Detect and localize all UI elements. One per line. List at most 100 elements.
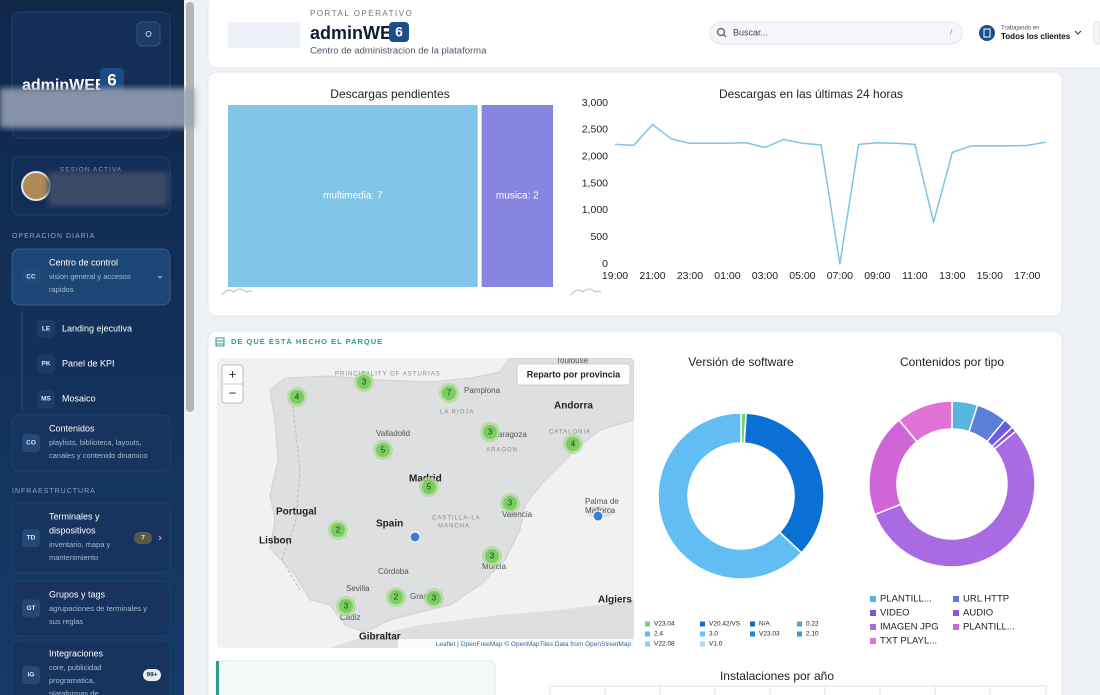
map-cluster[interactable]: 3: [482, 546, 502, 566]
donut-segment[interactable]: [873, 430, 1036, 568]
map-label: Portugal: [276, 507, 317, 518]
donut-segment[interactable]: [743, 412, 825, 554]
legend-label[interactable]: N/A: [759, 621, 771, 628]
attribution[interactable]: Leaflet | OpenFreeMap © OpenMapTiles Dat…: [436, 640, 632, 648]
x-tick-label: 13:00: [939, 270, 965, 282]
treemap-cell: [228, 105, 478, 287]
map-cluster[interactable]: 2: [386, 587, 406, 607]
legend-label[interactable]: 0.22: [806, 621, 819, 628]
nav-badge-bg: [134, 532, 152, 544]
workspace-selector[interactable]: Trabajando en Todos los clientes: [979, 25, 1082, 41]
nav-item[interactable]: TD Terminales y dispositivos inventario, ma…: [11, 502, 171, 574]
donut-segment[interactable]: [657, 412, 803, 580]
legend-label[interactable]: V23.04: [654, 621, 675, 628]
map[interactable]: Toulouse PRINCIPALITY OF ASTURIAS Pamplona…: [217, 356, 634, 660]
sparkline-icon: [570, 288, 602, 296]
search[interactable]: [709, 21, 963, 45]
legend-label[interactable]: V23.03: [759, 631, 780, 638]
nav-item[interactable]: IG Integraciones core, publicidad programat…: [11, 639, 171, 695]
map-label: Córdoba: [378, 567, 409, 576]
redacted-name: [48, 172, 168, 206]
search-icon: [723, 34, 727, 38]
map-cluster[interactable]: 2: [328, 520, 348, 540]
map-button[interactable]: [516, 363, 631, 386]
subnav-item[interactable]: PK Panel de KPI: [37, 355, 115, 373]
subnav-code-bg: [37, 320, 55, 338]
search-icon: [716, 27, 726, 37]
legend-label[interactable]: V22.08: [654, 641, 675, 648]
charts: Descargas pendientes multimedia: 7 musica:…: [228, 87, 1047, 683]
donut-segment[interactable]: [898, 400, 953, 443]
legend-label[interactable]: PLANTILL...: [880, 594, 932, 605]
nav-badge: 7: [141, 535, 145, 542]
map-cluster[interactable]: 3: [354, 372, 374, 392]
subnav-code: MS: [41, 396, 51, 403]
legend-label[interactable]: IMAGEN JPG: [880, 622, 939, 633]
legend-label[interactable]: V1.0: [709, 641, 723, 648]
legend-label[interactable]: 3.0: [709, 631, 718, 638]
nav-desc: mantenimiento: [49, 553, 98, 562]
nav-desc: canales y contenido dinamico: [49, 451, 147, 460]
scrollbar-thumb[interactable]: [186, 2, 194, 412]
chevron: [157, 275, 163, 279]
map-marker[interactable]: [409, 531, 421, 543]
legend-label[interactable]: 2.10: [806, 631, 819, 638]
chart-title: Contenidos por tipo: [900, 355, 1004, 369]
legend-label[interactable]: URL HTTP: [963, 594, 1009, 605]
legend-label[interactable]: AUDIO: [963, 608, 993, 619]
nav-item-bg: [11, 639, 171, 695]
map-cluster[interactable]: 3: [336, 596, 356, 616]
map-land: [269, 358, 634, 633]
map-cluster[interactable]: 7: [439, 383, 459, 403]
cluster-count: 7: [447, 389, 452, 398]
map-cluster[interactable]: 5: [419, 477, 439, 497]
map-cluster[interactable]: 3: [500, 493, 520, 513]
map-label: PRINCIPALITY OF ASTURIAS: [335, 372, 441, 378]
map-cluster[interactable]: 5: [373, 440, 393, 460]
treemap-cell: [481, 105, 553, 287]
cluster-count: 4: [295, 393, 300, 402]
legend-label[interactable]: PLANTILL...: [963, 622, 1015, 633]
header-brand: adminWEB: [310, 23, 405, 43]
cluster-core: [483, 425, 497, 439]
zoom-in[interactable]: +: [229, 366, 237, 381]
subnav-item[interactable]: LE Landing ejecutiva: [37, 320, 132, 338]
nav-item[interactable]: CC Centro de control vision general y acce…: [11, 248, 171, 306]
cluster-core: [442, 386, 456, 400]
nav-item[interactable]: GT Grupos y tags agrupaciones de terminale…: [11, 580, 171, 637]
map-cluster[interactable]: 3: [424, 588, 444, 608]
map-label: Gibraltar: [359, 632, 401, 643]
header: [207, 0, 1100, 69]
map-cluster[interactable]: 4: [287, 387, 307, 407]
x-tick-label: 15:00: [977, 270, 1003, 282]
y-tick-label: 1,500: [582, 177, 608, 189]
nav-item[interactable]: CO Contenidos playlists, biblioteca, layou…: [11, 414, 171, 472]
legend-swatch: [797, 621, 802, 627]
nav-item-bg: [11, 580, 171, 637]
legend-label[interactable]: 2.4: [654, 631, 663, 638]
header-version: 6: [395, 24, 403, 40]
cluster-core: [389, 590, 403, 604]
workspace-name: Todos los clientes: [1001, 32, 1071, 41]
map-cluster[interactable]: 3: [480, 422, 500, 442]
treemap-label: multimedia: 7: [323, 191, 383, 202]
map-label: Spain: [376, 519, 403, 530]
legend-swatch: [700, 641, 705, 647]
legend-swatch: [700, 631, 705, 637]
treemap-label: musica: 2: [496, 191, 539, 202]
subnav-item[interactable]: MS Mosaico: [37, 390, 96, 408]
header-extra[interactable]: [1093, 21, 1100, 45]
nav-desc: vision general y accesos: [49, 272, 131, 281]
nav-title: dispositivos: [49, 525, 96, 535]
nav-desc: playlists, biblioteca, layouts,: [49, 438, 142, 447]
zoom-out[interactable]: −: [229, 385, 237, 400]
workspace-label: Trabajando en: [1001, 26, 1039, 32]
legend-label[interactable]: TXT PLAYL...: [880, 636, 937, 647]
collapse-button[interactable]: [136, 21, 161, 47]
brand-version: 6: [107, 70, 116, 89]
legend-swatch: [750, 621, 755, 627]
map-marker[interactable]: [592, 510, 604, 522]
legend-label[interactable]: V20.42/VS: [709, 621, 741, 628]
legend-label[interactable]: VIDEO: [880, 608, 910, 619]
map-cluster[interactable]: 4: [563, 434, 583, 454]
